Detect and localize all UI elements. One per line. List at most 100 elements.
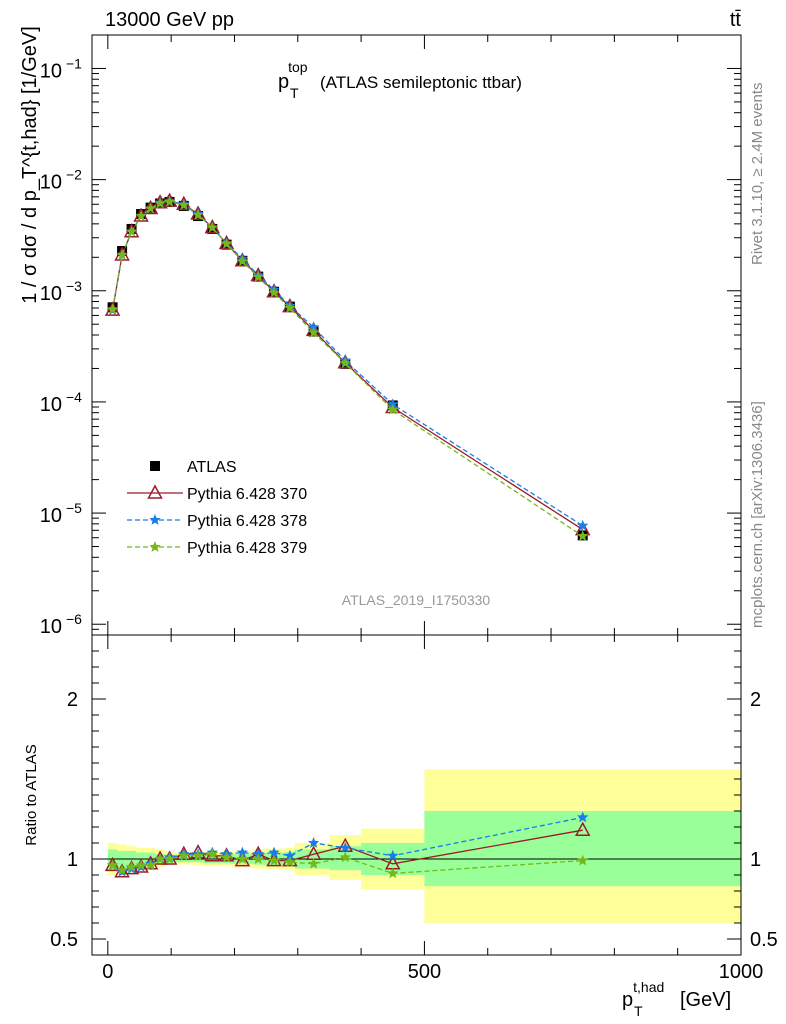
ratio-y-tick-label-left: 0.5: [50, 929, 78, 951]
y-tick-label: 10 −1: [40, 55, 82, 82]
ratio-series-2-point: [577, 854, 589, 866]
legend-label: ATLAS: [187, 459, 237, 476]
series-3-point: [268, 286, 280, 298]
x-tick-label: 1000: [719, 961, 764, 983]
legend-marker: [149, 514, 161, 525]
series-3-point: [307, 326, 320, 338]
series-3-point: [252, 271, 264, 282]
series-3-point: [154, 197, 166, 209]
legend-marker: [149, 541, 161, 552]
ratio-series-2-point: [163, 853, 176, 864]
legend-label: Pythia 6.428 370: [187, 486, 307, 503]
ratio-y-tick-label-right: 2: [750, 689, 761, 711]
title-text: (ATLAS semileptonic ttbar): [320, 73, 522, 92]
x-axis-symbol-base: p: [622, 989, 633, 1011]
ratio-series-1-point: [236, 846, 249, 858]
ratio-series-1-point: [339, 841, 351, 853]
y-tick-label-base: 10: [40, 505, 62, 527]
ratio-y-tick-label-left: 1: [67, 849, 78, 871]
analysis-watermark: ATLAS_2019_I1750330: [342, 592, 491, 608]
ratio-series-2-point: [116, 864, 128, 876]
x-tick-label: 500: [408, 961, 441, 983]
y-tick-label: 10 −3: [40, 278, 82, 305]
y-tick-label-base: 10: [40, 283, 62, 305]
ratio-series-1-point: [387, 849, 399, 861]
process-label: tt̄: [730, 9, 742, 31]
series-3-point: [387, 403, 399, 415]
series-3-line: [111, 201, 584, 537]
ratio-series-1-point: [284, 849, 296, 861]
x-axis-label: pt,had T [GeV]: [622, 979, 731, 1019]
plot-title: ptop T (ATLAS semileptonic ttbar): [278, 59, 522, 101]
x-axis-symbol-sup: t,had: [633, 979, 664, 995]
y-tick-label-base: 10: [40, 172, 62, 194]
series-2-point: [577, 519, 589, 531]
series-2-point: [387, 398, 399, 410]
y-tick-label: 10 −6: [40, 611, 82, 638]
y-tick-label-exp: −4: [66, 389, 82, 405]
y-tick-label-base: 10: [40, 394, 62, 416]
series-3-point: [116, 249, 128, 260]
ratio-series-2-point: [236, 853, 249, 864]
ratio-series-2-point: [339, 851, 351, 863]
y-tick-label-exp: −6: [66, 611, 82, 627]
ratio-series-2-point: [307, 857, 320, 869]
series-3-point: [577, 530, 589, 541]
ratio-series-2-point: [220, 851, 233, 863]
ratio-series-1-point: [307, 837, 320, 848]
ratio-series-2-point: [268, 854, 280, 866]
rivet-label: Rivet 3.1.10, ≥ 2.4M events: [749, 83, 766, 266]
series-3-point: [284, 302, 296, 313]
ratio-series-2-point: [252, 853, 264, 864]
y-tick-label: 10 −5: [40, 500, 82, 527]
mcplots-label: mcplots.cern.ch [arXiv:1306.3436]: [749, 401, 766, 628]
series-3-point: [206, 221, 218, 233]
ratio-series-0-point: [218, 847, 235, 862]
title-symbol-sub: T: [290, 85, 299, 101]
ratio-series-2-point: [192, 849, 204, 861]
y-tick-label: 10 −4: [40, 389, 82, 416]
ratio-y-tick-label-left: 2: [67, 689, 78, 711]
y-tick-label-exp: −3: [66, 278, 82, 294]
y-tick-label-exp: −5: [66, 500, 82, 516]
y-tick-label-base: 10: [40, 616, 62, 638]
series-3-point: [220, 237, 233, 249]
ratio-series-2-point: [106, 859, 119, 871]
y-tick-label: 10 −2: [40, 167, 82, 194]
ratio-y-axis-label: Ratio to ATLAS: [23, 744, 40, 845]
series-0: [107, 196, 588, 541]
ratio-plot-panel: 2 2 1 1 0.5 0.5 0 500 1000 Ratio to ATLAS pt,had T […: [23, 634, 778, 1019]
legend-label: Pythia 6.428 378: [187, 513, 307, 530]
series-3-point: [178, 199, 190, 210]
ratio-series-0-point: [574, 821, 591, 836]
ratio-series-2: [106, 848, 589, 879]
ratio-series-2-point: [154, 853, 166, 864]
legend-label: Pythia 6.428 379: [187, 540, 307, 557]
series-3: [106, 195, 589, 541]
title-symbol-sup: top: [288, 59, 308, 75]
series-3-point: [125, 225, 138, 237]
ratio-series-2-point: [284, 856, 296, 868]
ratio-series-1-point: [268, 846, 280, 858]
y-axis-label: 1 / σ dσ / d p_T^{t,had} [1/GeV]: [19, 26, 41, 304]
series-3-point: [192, 209, 204, 220]
ratio-series-2-point: [178, 849, 190, 861]
y-tick-label-exp: −2: [66, 167, 82, 183]
series-3-point: [339, 357, 351, 369]
series-3-point: [163, 195, 176, 207]
ratio-series-2-point: [206, 848, 218, 860]
ratio-series-2-point: [135, 859, 147, 871]
series-3-point: [106, 303, 119, 315]
uncertainty-band-inner: [117, 851, 127, 869]
ratio-y-tick-label-right: 0.5: [750, 929, 778, 951]
legend: ATLAS Pythia 6.428 370 Pythia 6.428 378 Pyt…: [127, 459, 307, 557]
ratio-series-2-point: [387, 867, 399, 879]
legend-marker: [150, 461, 160, 471]
ratio-series-0-point: [337, 837, 354, 852]
ratio-series-1-point: [577, 811, 589, 823]
title-symbol-base: p: [278, 71, 289, 93]
x-axis-symbol-sub: T: [634, 1003, 643, 1019]
ratio-series-2-point: [125, 861, 138, 872]
